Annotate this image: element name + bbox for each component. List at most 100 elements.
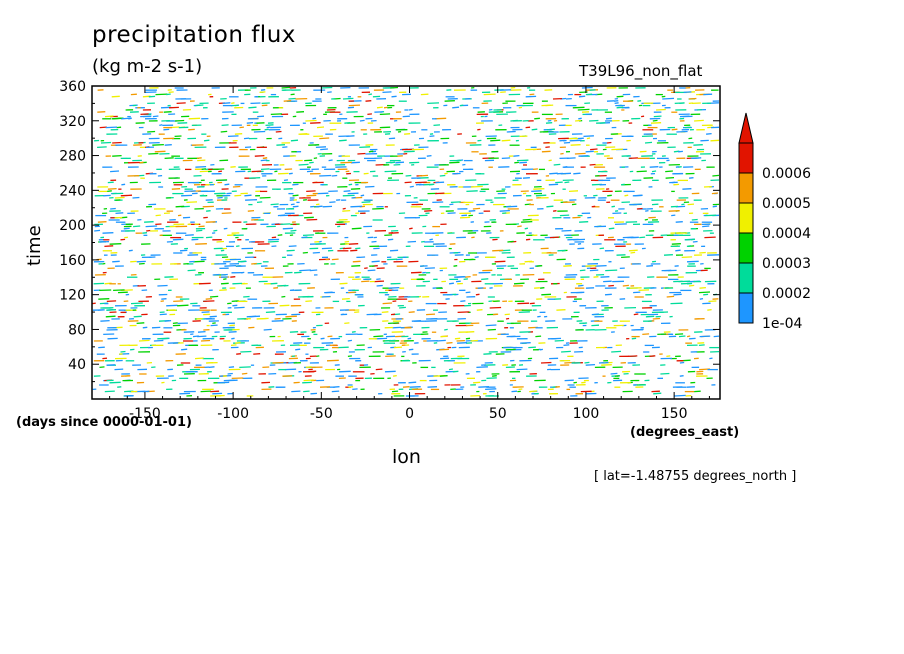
precip-streak bbox=[444, 328, 448, 331]
precip-streak bbox=[140, 113, 149, 116]
precip-streak bbox=[232, 185, 241, 188]
precip-streak bbox=[224, 264, 237, 267]
precip-streak bbox=[564, 181, 570, 184]
precip-streak bbox=[452, 106, 460, 109]
precip-streak bbox=[452, 370, 459, 373]
precip-streak bbox=[326, 359, 339, 362]
precip-streak bbox=[248, 106, 257, 109]
precip-streak bbox=[408, 348, 414, 351]
precip-streak bbox=[692, 240, 698, 243]
precip-streak bbox=[578, 95, 586, 98]
precip-streak bbox=[288, 97, 296, 100]
precip-streak bbox=[688, 97, 697, 100]
precip-streak bbox=[201, 168, 206, 171]
precip-streak bbox=[646, 265, 654, 267]
precip-streak bbox=[321, 247, 332, 250]
precip-streak bbox=[389, 249, 399, 252]
precip-streak bbox=[306, 218, 318, 221]
precip-streak bbox=[289, 331, 299, 333]
precip-streak bbox=[629, 157, 639, 160]
precip-streak bbox=[212, 322, 216, 325]
precip-streak bbox=[675, 221, 683, 223]
precip-streak bbox=[555, 181, 563, 184]
precip-streak bbox=[570, 144, 581, 146]
precip-streak bbox=[671, 214, 676, 217]
precip-streak bbox=[295, 348, 301, 351]
precip-streak bbox=[351, 330, 356, 333]
precip-streak bbox=[104, 390, 115, 393]
precip-streak bbox=[622, 284, 629, 287]
precip-streak bbox=[379, 113, 391, 116]
precip-streak bbox=[668, 210, 680, 212]
precip-streak bbox=[470, 339, 478, 342]
precip-streak bbox=[533, 188, 545, 190]
y-tick-label: 320 bbox=[59, 114, 86, 130]
precip-streak bbox=[501, 157, 511, 160]
precip-streak bbox=[196, 157, 202, 160]
precip-streak bbox=[133, 315, 142, 318]
precip-streak bbox=[644, 218, 649, 221]
precip-streak bbox=[222, 102, 231, 105]
precip-streak bbox=[347, 106, 355, 109]
precip-streak bbox=[294, 271, 302, 274]
precip-streak bbox=[265, 311, 276, 314]
precip-streak bbox=[280, 223, 291, 226]
precip-streak bbox=[699, 251, 706, 254]
precip-streak bbox=[302, 251, 308, 254]
precip-streak bbox=[522, 177, 530, 179]
precip-streak bbox=[348, 183, 353, 186]
precip-streak bbox=[319, 137, 330, 140]
precip-streak bbox=[259, 91, 266, 94]
precip-streak bbox=[546, 251, 551, 254]
precip-streak bbox=[244, 194, 252, 197]
precip-streak bbox=[604, 293, 612, 296]
y-axis-ticks: 40 80 120 160 200 240 280 320 360 bbox=[59, 79, 720, 383]
precip-streak bbox=[712, 174, 720, 177]
precip-streak bbox=[292, 205, 299, 208]
precip-streak bbox=[365, 100, 372, 102]
precip-streak bbox=[712, 205, 717, 208]
precip-streak bbox=[327, 91, 332, 94]
precip-streak bbox=[193, 260, 205, 263]
precip-streak bbox=[577, 108, 590, 111]
precip-streak bbox=[232, 304, 238, 307]
colorbar-box bbox=[738, 202, 754, 234]
precip-streak bbox=[218, 170, 223, 173]
precip-streak bbox=[290, 139, 299, 142]
precip-streak bbox=[405, 174, 412, 177]
precip-streak bbox=[434, 117, 447, 120]
precip-streak bbox=[217, 196, 223, 199]
precip-streak bbox=[327, 335, 333, 338]
precip-streak bbox=[94, 229, 101, 232]
precip-streak bbox=[473, 381, 481, 384]
precip-streak bbox=[694, 119, 704, 122]
precip-streak bbox=[532, 168, 538, 171]
precip-streak bbox=[691, 218, 698, 221]
precip-streak bbox=[159, 313, 167, 316]
precip-streak bbox=[220, 273, 228, 276]
precip-streak bbox=[328, 159, 333, 162]
precip-streak bbox=[449, 161, 460, 164]
precip-streak bbox=[350, 161, 360, 164]
precip-streak bbox=[121, 117, 132, 120]
precip-streak bbox=[107, 190, 112, 193]
precip-streak bbox=[418, 174, 429, 177]
precip-streak bbox=[666, 295, 675, 298]
precip-streak bbox=[181, 348, 188, 351]
precip-streak bbox=[342, 207, 346, 210]
precip-streak bbox=[642, 333, 650, 336]
precip-streak bbox=[342, 247, 352, 250]
precip-streak bbox=[499, 209, 510, 212]
precip-streak bbox=[239, 366, 251, 369]
precip-streak bbox=[545, 122, 553, 124]
precip-streak bbox=[311, 331, 316, 333]
precip-streak bbox=[106, 309, 117, 311]
precip-streak bbox=[653, 115, 662, 118]
precip-streak bbox=[231, 337, 235, 340]
y-tick-label: 160 bbox=[59, 253, 86, 269]
precip-streak bbox=[384, 234, 393, 237]
precip-streak bbox=[292, 194, 299, 197]
precip-streak bbox=[306, 194, 317, 197]
precip-streak bbox=[376, 278, 381, 281]
precip-streak bbox=[698, 344, 705, 347]
